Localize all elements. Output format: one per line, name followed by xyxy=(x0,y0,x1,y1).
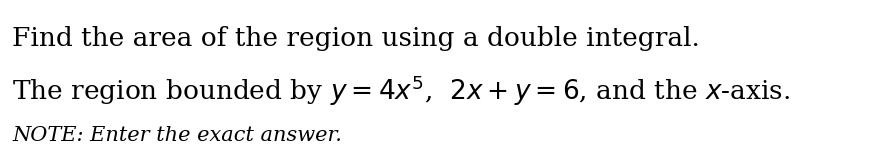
Text: NOTE: Enter the exact answer.: NOTE: Enter the exact answer. xyxy=(12,126,342,145)
Text: The region bounded by $y = 4x^5$,  $2x + y = 6$, and the $x$-axis.: The region bounded by $y = 4x^5$, $2x + … xyxy=(12,74,790,109)
Text: Find the area of the region using a double integral.: Find the area of the region using a doub… xyxy=(12,26,700,51)
